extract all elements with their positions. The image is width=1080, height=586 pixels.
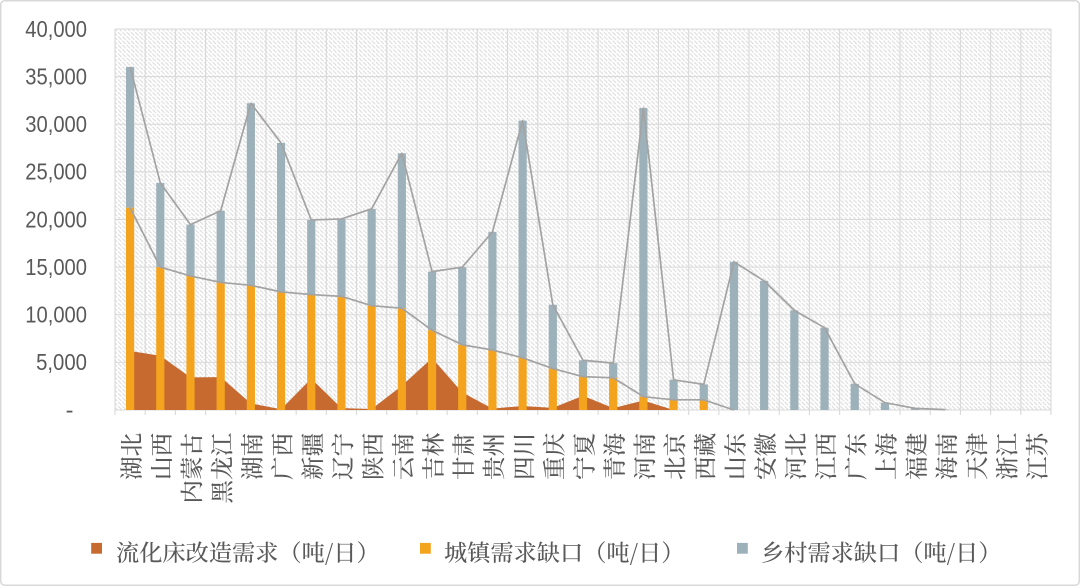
svg-text:25,000: 25,000 bbox=[25, 159, 87, 185]
svg-text:35,000: 35,000 bbox=[25, 63, 87, 89]
svg-text:15,000: 15,000 bbox=[25, 254, 87, 280]
svg-text:5,000: 5,000 bbox=[36, 349, 87, 375]
svg-text:30,000: 30,000 bbox=[25, 111, 87, 137]
svg-text:-: - bbox=[66, 397, 74, 423]
svg-text:20,000: 20,000 bbox=[25, 206, 87, 232]
svg-text:40,000: 40,000 bbox=[25, 16, 87, 42]
svg-text:10,000: 10,000 bbox=[25, 302, 87, 328]
